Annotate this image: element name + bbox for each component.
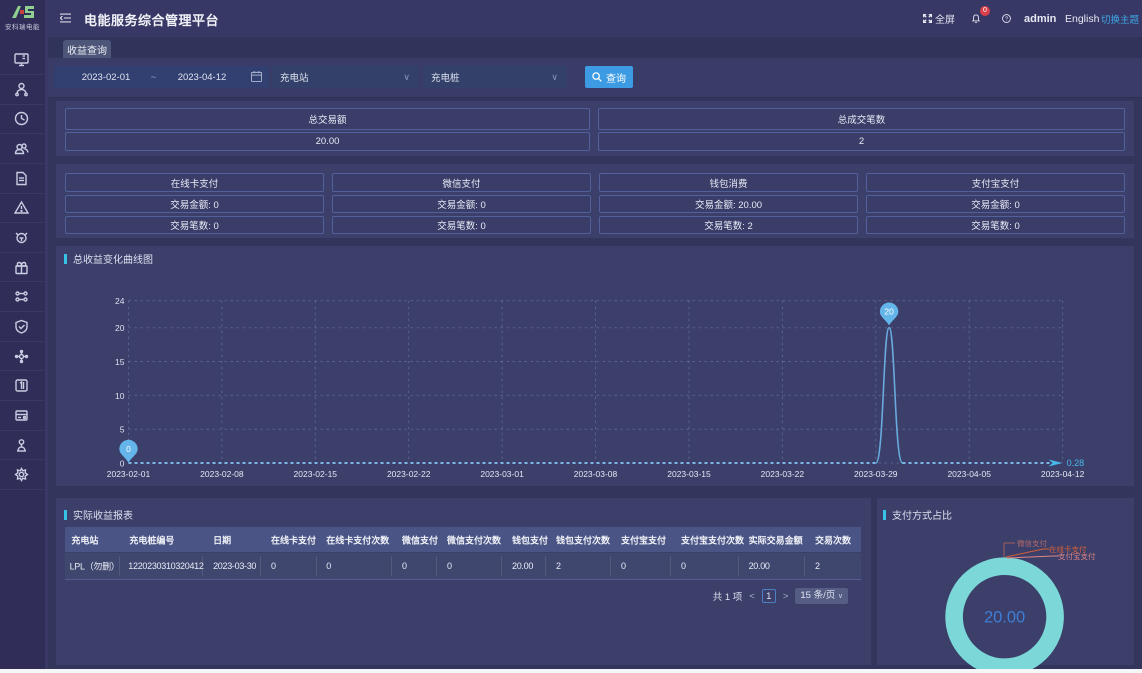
svg-text:2023-04-12: 2023-04-12 xyxy=(1041,469,1085,479)
svg-text:在线卡支付: 在线卡支付 xyxy=(1049,544,1087,554)
svg-text:0.28: 0.28 xyxy=(1067,458,1085,468)
svg-text:20: 20 xyxy=(884,307,894,317)
svg-text:2023-03-01: 2023-03-01 xyxy=(480,469,524,479)
svg-text:2023-03-29: 2023-03-29 xyxy=(854,469,898,479)
svg-text:20: 20 xyxy=(115,323,125,333)
svg-text:2023-03-22: 2023-03-22 xyxy=(761,469,805,479)
svg-text:15: 15 xyxy=(115,357,125,367)
svg-text:2023-03-08: 2023-03-08 xyxy=(574,469,618,479)
svg-text:?: ? xyxy=(1005,16,1008,22)
svg-text:0: 0 xyxy=(120,459,125,469)
svg-text:2023-02-01: 2023-02-01 xyxy=(107,469,151,479)
svg-text:10: 10 xyxy=(115,391,125,401)
svg-text:5: 5 xyxy=(120,425,125,435)
svg-text:2023-02-15: 2023-02-15 xyxy=(294,469,338,479)
svg-text:0: 0 xyxy=(126,444,131,454)
svg-text:微信支付: 微信支付 xyxy=(1017,538,1047,548)
svg-text:支付宝支付: 支付宝支付 xyxy=(1058,551,1096,561)
svg-text:24: 24 xyxy=(115,296,125,306)
svg-text:20.00: 20.00 xyxy=(984,609,1025,627)
svg-text:2023-02-08: 2023-02-08 xyxy=(200,469,244,479)
svg-text:2023-02-22: 2023-02-22 xyxy=(387,469,431,479)
svg-text:2023-03-15: 2023-03-15 xyxy=(667,469,711,479)
svg-text:2023-04-05: 2023-04-05 xyxy=(947,469,991,479)
